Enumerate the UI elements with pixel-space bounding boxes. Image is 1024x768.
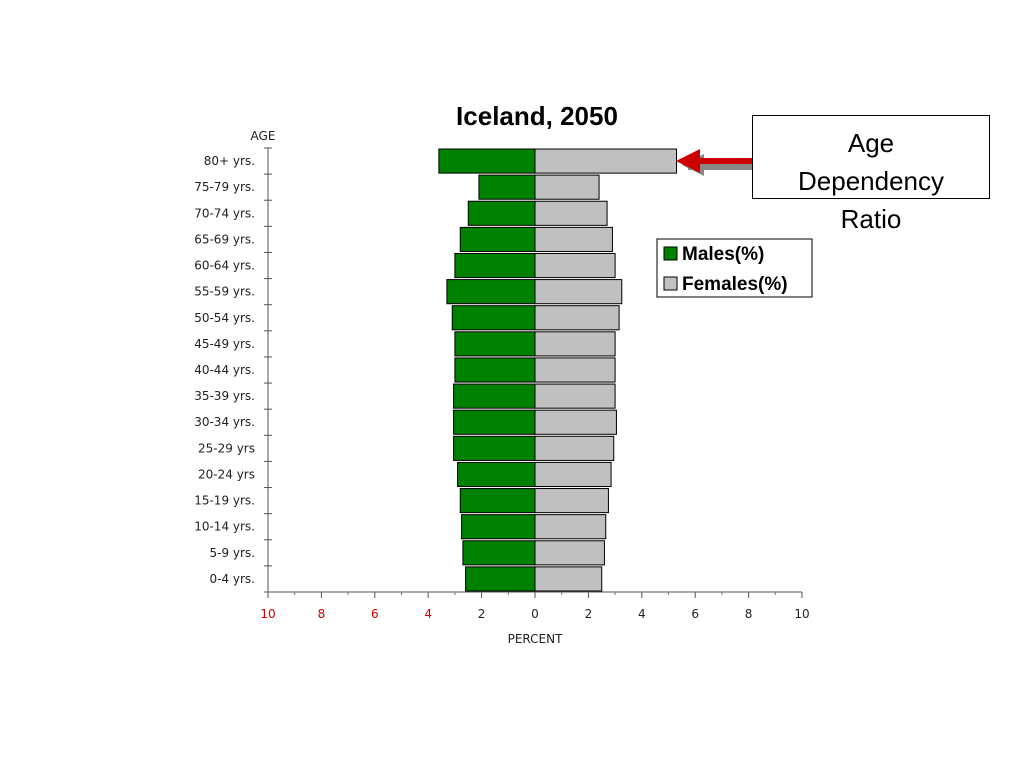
y-tick-label: 10-14 yrs. <box>194 520 255 534</box>
x-tick-label: 4 <box>638 607 646 621</box>
bar-males <box>461 514 536 540</box>
bar-males <box>454 357 536 383</box>
bar-females <box>534 279 623 305</box>
bar-males <box>478 174 536 200</box>
x-tick-label: 8 <box>318 607 326 621</box>
legend-label-males: Males(%) <box>682 244 764 265</box>
legend-label-females: Females(%) <box>682 274 788 295</box>
bar-males <box>454 252 536 279</box>
callout-line-2: Dependency <box>798 166 944 196</box>
bar-females <box>534 226 613 252</box>
x-tick-label: 2 <box>585 607 593 621</box>
x-tick-label: 10 <box>260 607 275 621</box>
x-tick-label: 8 <box>745 607 753 621</box>
bar-males <box>451 305 536 331</box>
bar-females <box>534 514 607 540</box>
bar-females <box>534 540 605 566</box>
bar-males <box>457 461 536 488</box>
axes <box>264 147 803 598</box>
y-tick-label: 40-44 yrs. <box>194 363 255 377</box>
y-tick-label: 55-59 yrs. <box>194 285 255 299</box>
bar-males <box>438 148 536 174</box>
y-tick-label: 45-49 yrs. <box>194 337 255 351</box>
legend-box <box>656 238 813 298</box>
bar-females <box>534 331 616 357</box>
bar-females <box>534 305 620 331</box>
bar-males <box>465 566 536 592</box>
callout-line-1: Age <box>847 128 895 158</box>
bar-males <box>459 488 536 514</box>
y-tick-label: 30-34 yrs. <box>194 415 255 429</box>
y-tick-label: 35-39 yrs. <box>194 389 255 403</box>
chart-title: Iceland, 2050 <box>456 101 618 131</box>
age-dependency-ratio-callout: Age Dependency Ratio <box>752 115 990 234</box>
legend-swatch-males <box>663 246 678 261</box>
x-axis-label: PERCENT <box>508 632 563 646</box>
y-tick-label: 15-19 yrs. <box>194 494 255 508</box>
y-axis-label: AGE <box>251 129 276 143</box>
callout-line-3: Ratio <box>840 204 902 234</box>
bar-females <box>534 435 615 461</box>
x-tick-label: 6 <box>691 607 699 621</box>
y-tick-label: 60-64 yrs. <box>194 259 255 273</box>
bars <box>438 148 678 592</box>
x-tick-label: 10 <box>794 607 809 621</box>
bar-males <box>453 383 536 409</box>
y-tick-label: 50-54 yrs. <box>194 311 255 325</box>
y-tick-label: 25-29 yrs <box>198 441 255 455</box>
y-tick-label: 20-24 yrs <box>198 467 255 481</box>
x-tick-labels: 10 8 6 4 2 0 2 4 6 8 10 <box>260 607 809 621</box>
bar-females <box>534 200 608 226</box>
y-tick-label: 70-74 yrs. <box>194 206 255 220</box>
bar-females <box>534 357 616 383</box>
legend: Males(%) Females(%) <box>656 238 813 298</box>
x-tick-label: 4 <box>424 607 432 621</box>
x-tick-label: 6 <box>371 607 379 621</box>
y-tick-label: 80+ yrs. <box>204 154 255 168</box>
x-tick-label: 2 <box>478 607 486 621</box>
bar-males <box>446 279 536 305</box>
y-tick-label: 0-4 yrs. <box>209 572 255 586</box>
bar-males <box>453 435 536 461</box>
bar-males <box>462 540 536 566</box>
bar-females <box>534 252 616 279</box>
bar-females <box>534 461 612 488</box>
bar-females <box>534 148 678 174</box>
y-tick-labels: 80+ yrs. 75-79 yrs. 70-74 yrs. 65-69 yrs. 60… <box>194 154 255 586</box>
callout-arrow-icon <box>676 149 760 176</box>
bar-males <box>467 200 536 226</box>
x-tick-label: 0 <box>531 607 539 621</box>
y-tick-label: 75-79 yrs. <box>194 180 255 194</box>
legend-swatch-females <box>663 276 678 291</box>
bar-females <box>534 488 609 514</box>
bar-males <box>459 226 536 252</box>
bar-females <box>534 174 600 200</box>
bar-females <box>534 409 617 435</box>
y-tick-label: 5-9 yrs. <box>209 546 255 560</box>
bar-males <box>453 409 536 435</box>
y-tick-label: 65-69 yrs. <box>194 232 255 246</box>
bar-females <box>534 566 603 592</box>
bar-males <box>454 331 536 357</box>
bar-females <box>534 383 616 409</box>
